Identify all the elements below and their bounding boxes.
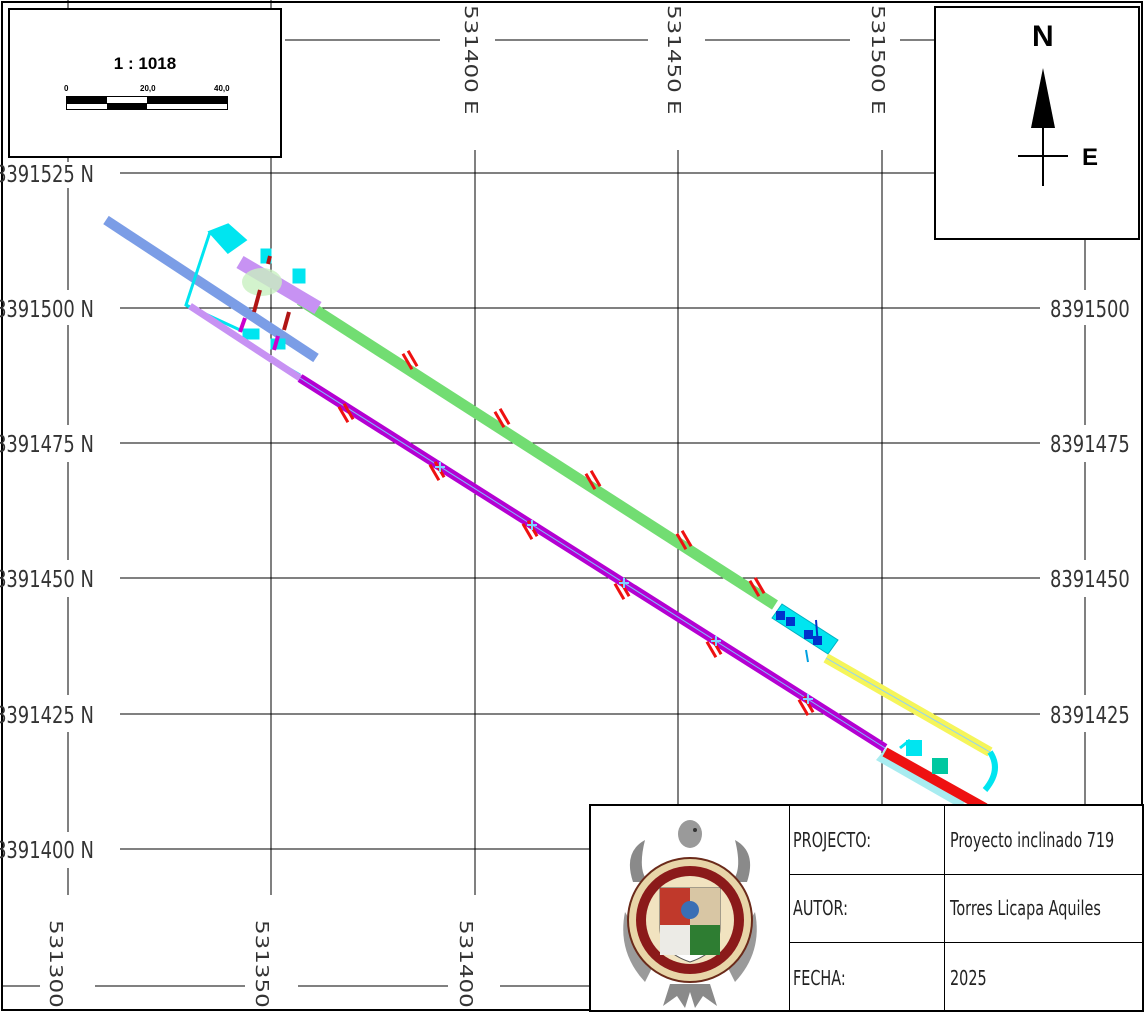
easting-label: 531400 E [461,5,482,115]
author-value: Torres Licapa Aquiles [950,896,1101,920]
green-route[interactable] [297,295,778,610]
easting-label: 531500 E [868,5,889,115]
easting-label: 531350 [252,920,273,1008]
scale-bar-box: 1 : 1018 0 20,0 40,0 [8,8,282,158]
easting-label: 531400 [456,920,477,1008]
purple-route-centerline [299,377,886,749]
northing-labels-right: 8391500 8391475 8391450 8391425 [1050,296,1130,729]
scale-bar [66,96,228,110]
northing-label: 8391400 N [0,837,94,864]
light-green-patch [242,268,282,296]
northing-label: 8391475 [1050,431,1130,458]
northing-label: 8391450 N [0,566,94,593]
scale-tick-label: 0 [64,84,69,93]
northing-label: 8391500 [1050,296,1130,323]
northing-label: 8391450 [1050,566,1130,593]
easting-labels-top: 531400 E 531450 E 531500 E [461,5,889,115]
easting-label: 531450 E [664,5,685,115]
northing-labels-left: 8391525 N 8391500 N 8391475 N 8391450 N … [0,161,94,864]
yellow-route-curve [982,750,998,792]
dark-red-markers [252,255,291,331]
easting-label: 531300 [46,920,67,1008]
magenta-markers [238,317,280,351]
scale-tick-label: 40,0 [214,84,230,93]
northing-label: 8391500 N [0,296,94,323]
date-label: FECHA: [793,966,846,990]
date-value: 2025 [950,966,987,990]
northing-label: 8391425 [1050,702,1130,729]
scale-tick-label: 20,0 [140,84,156,93]
author-label: AUTOR: [793,896,848,920]
university-seal-logo [623,820,757,1008]
project-value: Proyecto inclinado 719 [950,828,1115,852]
northing-label: 8391425 N [0,702,94,729]
mid-station[interactable] [771,603,839,663]
northing-label: 8391525 N [0,161,94,188]
easting-labels-bottom: 531300 531350 531400 [46,920,477,1008]
scale-ratio: 1 : 1018 [113,54,177,73]
purple-route-stations [435,462,813,704]
project-label: PROJECTO: [793,828,872,852]
blue-route[interactable] [103,215,319,363]
north-label: N [1032,20,1054,53]
red-markers [337,349,815,717]
east-label: E [1082,144,1099,171]
bottom-station[interactable] [876,738,988,813]
title-block: PROJECTO: Proyecto inclinado 719 AUTOR: … [589,804,1144,1012]
north-arrow-box: N E [934,6,1140,240]
north-arrow-icon [1018,68,1068,186]
purple-route-light [188,303,302,381]
northing-label: 8391475 N [0,431,94,458]
